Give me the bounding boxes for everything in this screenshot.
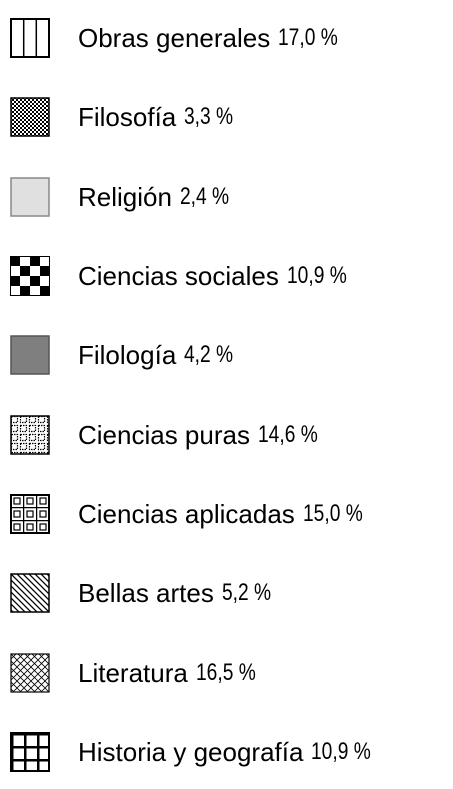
swatch — [10, 494, 50, 534]
label: Bellas artes — [78, 577, 214, 608]
value: 14,6 % — [257, 421, 318, 448]
legend-item: Bellas artes 5,2 % — [10, 573, 283, 613]
swatch — [10, 18, 50, 58]
legend-item: Ciencias puras 14,6 % — [10, 415, 333, 455]
label: Filosofía — [78, 101, 177, 132]
value: 15,0 % — [302, 500, 363, 527]
swatch — [10, 653, 50, 693]
value: 5,2 % — [221, 579, 271, 606]
value: 4,2 % — [184, 341, 234, 368]
value: 17,0 % — [278, 24, 339, 51]
swatch — [10, 177, 50, 217]
swatch — [10, 415, 50, 455]
label: Filología — [78, 339, 177, 370]
label: Obras generales — [78, 22, 271, 53]
label: Ciencias aplicadas — [78, 498, 295, 529]
legend-item: Filosofía 3,3 % — [10, 97, 246, 137]
swatch — [10, 97, 50, 137]
label: Historia y geografía — [78, 736, 304, 767]
legend-item: Religión 2,4 % — [10, 177, 241, 217]
legend-item: Literatura 16,5 % — [10, 653, 271, 693]
legend-item: Ciencias aplicadas 15,0 % — [10, 494, 378, 534]
swatch — [10, 732, 50, 772]
label: Religión — [78, 181, 172, 212]
legend-item: Ciencias sociales 10,9 % — [10, 256, 362, 296]
value: 16,5 % — [195, 659, 256, 686]
label: Literatura — [78, 657, 188, 688]
value: 10,9 % — [311, 738, 372, 765]
value: 3,3 % — [184, 103, 234, 130]
legend-item: Filología 4,2 % — [10, 335, 246, 375]
value: 2,4 % — [179, 183, 230, 210]
legend-item: Historia y geografía 10,9 % — [10, 732, 386, 772]
label: Ciencias puras — [78, 419, 250, 450]
swatch — [10, 573, 50, 613]
swatch — [10, 335, 50, 375]
label: Ciencias sociales — [78, 260, 279, 291]
legend-item: Obras generales 17,0 % — [10, 18, 353, 58]
value: 10,9 % — [286, 262, 347, 289]
swatch — [10, 256, 50, 296]
